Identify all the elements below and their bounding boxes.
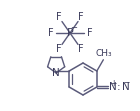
Text: F: F [87, 28, 92, 38]
Text: +: + [110, 78, 116, 87]
Text: F: F [56, 44, 62, 54]
Text: N: N [109, 82, 117, 92]
Text: −: − [71, 24, 78, 33]
Text: F: F [56, 12, 62, 22]
Text: CH₃: CH₃ [95, 49, 112, 58]
Text: F: F [78, 12, 84, 22]
Text: F: F [48, 28, 53, 38]
Text: P: P [67, 28, 73, 38]
Text: F: F [78, 44, 84, 54]
Text: −: − [123, 78, 130, 87]
Text: :: : [117, 82, 121, 92]
Text: N: N [122, 82, 130, 92]
Text: N: N [52, 68, 60, 78]
